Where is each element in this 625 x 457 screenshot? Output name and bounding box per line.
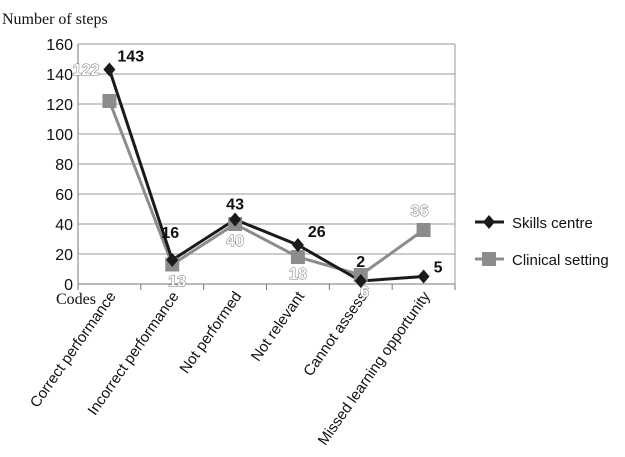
y-axis-label: Number of steps <box>2 11 108 28</box>
data-labels: 122 13 40 18 6 36 143 16 43 26 2 5 <box>72 49 443 302</box>
x-tick-label: Cannot assess <box>300 289 371 380</box>
y-tick-label: 100 <box>46 127 73 144</box>
y-tick-label: 40 <box>55 217 73 234</box>
data-label: 5 <box>434 260 443 277</box>
data-point <box>417 269 430 284</box>
y-tick-label: 60 <box>55 187 73 204</box>
data-point <box>416 223 431 237</box>
x-tick-label: Not performed <box>176 289 245 377</box>
legend-marker <box>483 215 495 229</box>
data-point <box>166 253 179 267</box>
data-label: 18 <box>289 266 307 283</box>
data-label: 16 <box>161 225 179 242</box>
data-point <box>103 62 116 77</box>
x-tick-label: Not relevant <box>248 288 309 365</box>
y-tick-label: 160 <box>46 37 73 54</box>
data-label: 26 <box>308 224 326 241</box>
series-line-0 <box>107 69 424 283</box>
y-tick-label: 120 <box>46 97 73 114</box>
y-tick-label: 0 <box>64 277 73 294</box>
data-label: 36 <box>411 203 429 220</box>
data-label: 122 <box>73 62 100 79</box>
data-label: 6 <box>360 284 369 301</box>
series-lines <box>102 62 431 288</box>
data-point <box>291 238 304 252</box>
y-tick-label: 140 <box>46 67 73 84</box>
data-label: 2 <box>356 254 365 271</box>
x-axis-label: Codes <box>56 291 96 308</box>
legend-marker <box>482 252 496 266</box>
data-label: 13 <box>168 274 186 291</box>
data-point <box>354 274 367 288</box>
data-label: 43 <box>226 197 244 214</box>
y-tick-labels: 0 20 40 60 80 100 120 140 160 <box>46 37 73 294</box>
gridlines <box>77 43 456 290</box>
data-label: 40 <box>226 233 244 250</box>
legend-label: Skills centre <box>512 215 593 232</box>
data-point <box>229 212 242 227</box>
y-tick-label: 20 <box>55 247 73 264</box>
legend: Skills centre Clinical setting <box>475 215 609 269</box>
data-point <box>290 250 305 264</box>
legend-label: Clinical setting <box>512 252 609 269</box>
data-label: 143 <box>117 49 144 66</box>
series-line-1 <box>108 100 425 277</box>
y-tick-label: 80 <box>55 157 73 174</box>
data-point <box>102 94 117 108</box>
x-tick-label: Missed learning opportunity <box>315 288 434 448</box>
